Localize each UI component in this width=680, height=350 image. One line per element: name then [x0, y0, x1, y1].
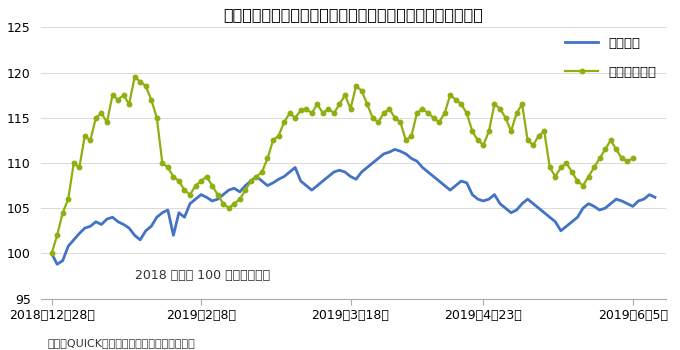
マザーズ指数 — [629, 156, 637, 161]
Text: 2018 年末を 100 として指数化: 2018 年末を 100 として指数化 — [135, 269, 270, 282]
Title: 日経平均と東証マザーズ指数のパフォーマンス推移（日足）: 日経平均と東証マザーズ指数のパフォーマンス推移（日足） — [223, 7, 483, 22]
日経平均 — [231, 186, 239, 190]
マザーズ指数 — [396, 120, 405, 124]
日経平均 — [53, 262, 61, 266]
マザーズ指数 — [131, 75, 139, 79]
日経平均 — [330, 170, 338, 174]
Text: 出所：QUICKのデータをもとに東洋証券作成: 出所：QUICKのデータをもとに東洋証券作成 — [48, 338, 195, 348]
日経平均 — [391, 147, 399, 152]
マザーズ指数 — [64, 197, 72, 201]
Legend: 日経平均, マザーズ指数: 日経平均, マザーズ指数 — [560, 31, 662, 84]
マザーズ指数 — [391, 116, 399, 120]
日経平均 — [623, 202, 631, 206]
日経平均 — [651, 195, 659, 199]
日経平均 — [645, 193, 653, 197]
日経平均 — [485, 197, 493, 201]
マザーズ指数 — [48, 251, 56, 256]
Line: 日経平均: 日経平均 — [52, 149, 655, 264]
マザーズ指数 — [430, 116, 438, 120]
Line: マザーズ指数: マザーズ指数 — [50, 75, 635, 256]
日経平均 — [346, 174, 354, 179]
マザーズ指数 — [557, 166, 565, 170]
マザーズ指数 — [452, 98, 460, 102]
日経平均 — [48, 251, 56, 256]
